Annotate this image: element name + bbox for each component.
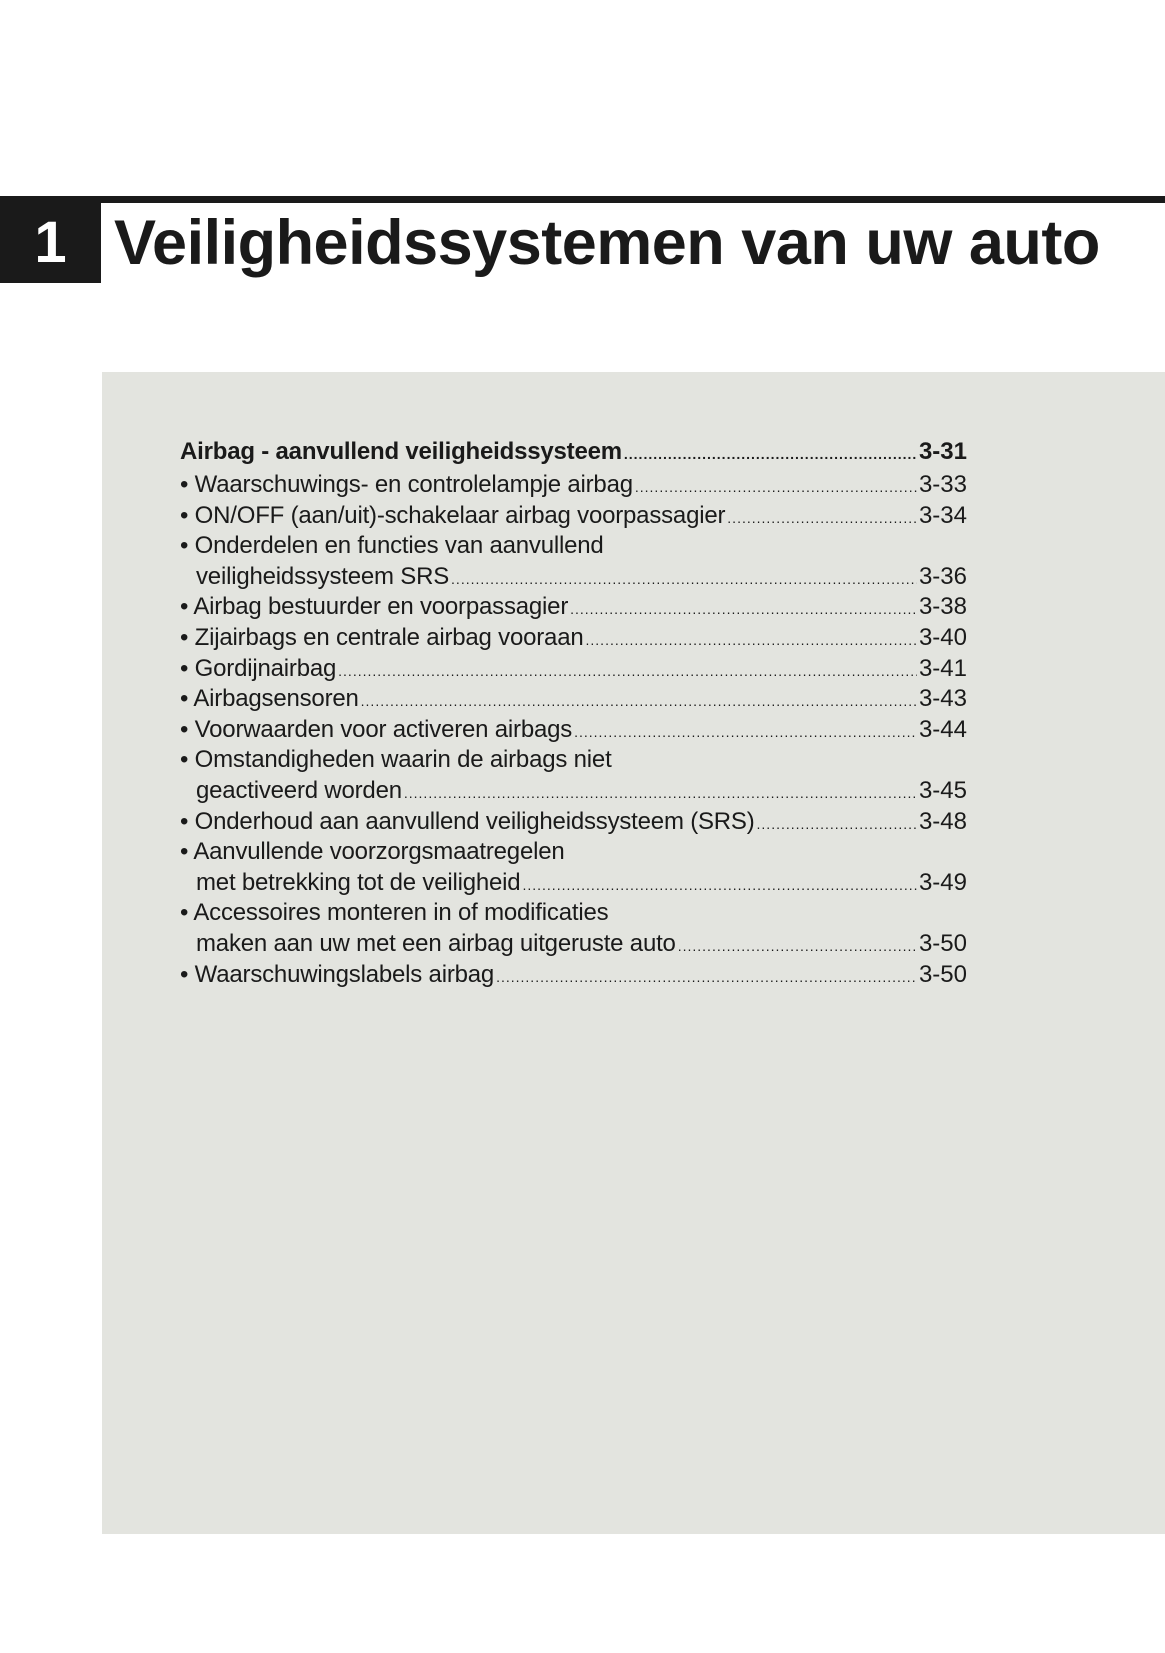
toc-entry[interactable]: veiligheidssysteem SRS 3-36 xyxy=(180,562,967,593)
toc-entry[interactable]: • Waarschuwings- en controlelampje airba… xyxy=(180,470,967,501)
toc-entry-label: • Onderhoud aan aanvullend veiligheidssy… xyxy=(180,807,755,835)
toc-entry-page: 3-41 xyxy=(918,654,967,682)
dot-leader xyxy=(496,962,917,993)
chapter-title: Veiligheidssystemen van uw auto xyxy=(114,208,1100,278)
toc-entry-page: 3-34 xyxy=(918,501,967,529)
dot-leader xyxy=(757,809,917,840)
toc-entry-page: 3-50 xyxy=(918,960,967,988)
dot-leader xyxy=(727,503,917,534)
toc-entry[interactable]: • Airbagsensoren 3-43 xyxy=(180,684,967,715)
toc-entry-label: • Accessoires monteren in of modificatie… xyxy=(180,899,609,927)
dot-leader xyxy=(586,625,917,656)
toc-entry-label: • Waarschuwings- en controlelampje airba… xyxy=(180,471,633,498)
toc-entry[interactable]: • Waarschuwingslabels airbag 3-50 xyxy=(180,960,967,991)
toc-entry-label: • Zijairbags en centrale airbag vooraan xyxy=(180,623,584,651)
toc-entry[interactable]: • Omstandigheden waarin de airbags niet xyxy=(180,745,967,776)
toc-entry-page: 3-50 xyxy=(918,929,967,957)
dot-leader xyxy=(404,778,917,809)
toc-entry-label: • Omstandigheden waarin de airbags niet xyxy=(180,746,612,774)
toc-entry-label: • Onderdelen en functies van aanvullend xyxy=(180,532,604,560)
toc-heading-label: Airbag - aanvullend veiligheidssysteem xyxy=(180,438,622,465)
toc-entry-page: 3-33 xyxy=(918,471,967,498)
dot-leader xyxy=(678,931,917,962)
dot-leader xyxy=(522,870,916,901)
toc-entry[interactable]: • Accessoires monteren in of modificatie… xyxy=(180,898,967,929)
toc-entry-label: • Gordijnairbag xyxy=(180,654,337,682)
dot-leader xyxy=(574,717,917,748)
toc-entry-page: 3-45 xyxy=(918,776,967,804)
toc-heading[interactable]: Airbag - aanvullend veiligheidssysteem 3… xyxy=(180,434,967,470)
dot-leader xyxy=(624,436,917,472)
toc-entry[interactable]: • Voorwaarden voor activeren airbags 3-44 xyxy=(180,715,967,746)
toc-entry[interactable]: • Onderdelen en functies van aanvullend xyxy=(180,531,967,562)
toc-entry[interactable]: • Zijairbags en centrale airbag vooraan 3… xyxy=(180,623,967,654)
toc-entry[interactable]: maken aan uw met een airbag uitgeruste a… xyxy=(180,929,967,960)
toc-entry-page: 3-48 xyxy=(918,807,967,835)
toc-entry[interactable]: • ON/OFF (aan/uit)-schakelaar airbag voo… xyxy=(180,501,967,532)
header-rule xyxy=(0,196,1165,203)
toc-entry-label: geactiveerd worden xyxy=(196,776,402,804)
toc-entry-page: 3-36 xyxy=(918,562,967,590)
toc-entry-page: 3-43 xyxy=(918,685,967,713)
toc-entry-label: • Voorwaarden voor activeren airbags xyxy=(180,715,573,743)
chapter-number: 1 xyxy=(0,203,101,283)
toc-entry-label: maken aan uw met een airbag uitgeruste a… xyxy=(196,929,676,957)
toc-entry-label: • Airbag bestuurder en voorpassagier xyxy=(180,593,569,621)
toc-entry-label: veiligheidssysteem SRS xyxy=(196,562,450,590)
dot-leader xyxy=(451,564,917,595)
toc-entry-label: • ON/OFF (aan/uit)-schakelaar airbag voo… xyxy=(180,501,726,529)
toc-heading-page: 3-31 xyxy=(918,438,967,465)
toc-entry[interactable]: • Aanvullende voorzorgsmaatregelen xyxy=(180,837,967,868)
dot-leader xyxy=(570,594,917,625)
dot-leader xyxy=(361,686,917,717)
dot-leader xyxy=(338,656,917,687)
toc-entry-page: 3-49 xyxy=(918,868,967,896)
toc-entry-label: met betrekking tot de veiligheid xyxy=(196,868,521,896)
toc-entry-label: • Airbagsensoren xyxy=(180,685,359,713)
toc-entry-page: 3-40 xyxy=(918,623,967,651)
toc-entry-page: 3-38 xyxy=(918,593,967,621)
toc-entry[interactable]: • Airbag bestuurder en voorpassagier 3-38 xyxy=(180,592,967,623)
toc-entry-page: 3-44 xyxy=(918,715,967,743)
toc-entry[interactable]: geactiveerd worden 3-45 xyxy=(180,776,967,807)
toc-entry[interactable]: • Onderhoud aan aanvullend veiligheidssy… xyxy=(180,807,967,838)
toc-entry-label: • Aanvullende voorzorgsmaatregelen xyxy=(180,838,565,866)
toc-entry-label: • Waarschuwingslabels airbag xyxy=(180,960,495,988)
dot-leader xyxy=(635,472,917,503)
table-of-contents: Airbag - aanvullend veiligheidssysteem 3… xyxy=(180,434,967,990)
toc-entry[interactable]: met betrekking tot de veiligheid 3-49 xyxy=(180,868,967,899)
toc-entry[interactable]: • Gordijnairbag 3-41 xyxy=(180,654,967,685)
